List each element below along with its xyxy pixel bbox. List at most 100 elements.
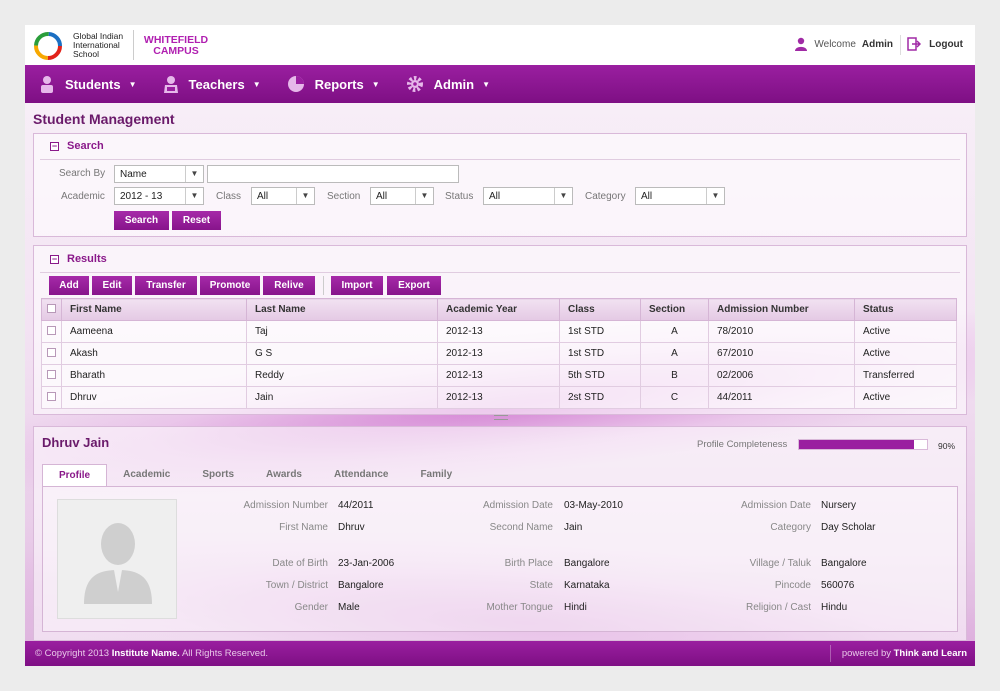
vendor-link[interactable]: Think and Learn xyxy=(893,648,967,659)
class-select[interactable]: All ▼ xyxy=(251,187,315,205)
cell-class: 1st STD xyxy=(559,320,641,343)
tab-family[interactable]: Family xyxy=(420,469,453,480)
app-frame: Global Indian International School WHITE… xyxy=(25,25,975,666)
row-checkbox[interactable] xyxy=(47,325,56,335)
search-by-label: Search By xyxy=(59,168,106,179)
nav-teachers[interactable]: Teachers ▼ xyxy=(163,75,261,93)
column-header[interactable]: Status xyxy=(854,298,957,321)
tab-academic[interactable]: Academic xyxy=(123,469,171,480)
tab-profile[interactable]: Profile xyxy=(42,464,108,486)
academic-select[interactable]: 2012 - 13 ▼ xyxy=(114,187,204,205)
field-label: Gender xyxy=(294,602,328,613)
powered-by-label: powered by xyxy=(841,648,891,659)
transfer-button[interactable]: Transfer xyxy=(135,276,197,295)
column-header[interactable]: Section xyxy=(640,298,709,321)
section-select[interactable]: All ▼ xyxy=(370,187,434,205)
institute-name: Institute Name. xyxy=(111,648,180,659)
cell-first-name: Dhruv xyxy=(61,386,247,409)
chevron-down-icon: ▼ xyxy=(252,79,261,89)
column-header[interactable]: Admission Number xyxy=(708,298,855,321)
cell-first-name: Bharath xyxy=(61,364,247,387)
add-button[interactable]: Add xyxy=(49,276,89,295)
search-panel-header[interactable]: − Search xyxy=(50,140,104,152)
logout-icon xyxy=(907,37,922,51)
row-select-cell[interactable] xyxy=(41,320,62,343)
reset-button[interactable]: Reset xyxy=(172,211,221,230)
select-all-checkbox[interactable] xyxy=(47,303,56,313)
row-checkbox[interactable] xyxy=(47,369,56,379)
field-value: Day Scholar xyxy=(821,522,876,533)
completeness-value: 90% xyxy=(938,441,956,451)
logout-button[interactable]: Logout xyxy=(907,37,963,51)
cell-admission-number: 67/2010 xyxy=(708,342,855,365)
field-value: Dhruv xyxy=(338,522,365,533)
profile-tabs: Profile Academic Sports Awards Attendanc… xyxy=(42,464,468,486)
table-row[interactable]: Aameena Taj 2012-13 1st STD A 78/2010 Ac… xyxy=(41,320,957,343)
field-label: Admission Date xyxy=(482,500,553,511)
tab-awards[interactable]: Awards xyxy=(266,469,302,480)
field-value: Bangalore xyxy=(338,580,384,591)
divider xyxy=(40,159,960,160)
pie-chart-icon xyxy=(287,76,304,92)
logout-label: Logout xyxy=(929,38,963,50)
results-panel-header[interactable]: − Results xyxy=(50,253,107,265)
tab-sports[interactable]: Sports xyxy=(202,469,235,480)
table-row[interactable]: Dhruv Jain 2012-13 2st STD C 44/2011 Act… xyxy=(41,386,957,409)
column-header[interactable]: Academic Year xyxy=(437,298,560,321)
field-value: Bangalore xyxy=(564,558,610,569)
field-label: Birth Place xyxy=(504,558,553,569)
class-label: Class xyxy=(216,191,242,202)
nav-label: Admin xyxy=(433,76,475,92)
select-all-cell[interactable] xyxy=(41,298,62,321)
category-select[interactable]: All ▼ xyxy=(635,187,725,205)
search-by-value: Name xyxy=(120,169,147,180)
row-checkbox[interactable] xyxy=(47,391,56,401)
nav-label: Students xyxy=(65,76,121,92)
nav-reports[interactable]: Reports ▼ xyxy=(287,75,380,93)
search-button[interactable]: Search xyxy=(114,211,169,230)
cell-section: B xyxy=(640,364,709,387)
search-by-select[interactable]: Name ▼ xyxy=(114,165,204,183)
cell-last-name: Taj xyxy=(246,320,438,343)
profile-content: Admission Number 44/2011 Admission Date … xyxy=(42,486,958,632)
cell-admission-number: 44/2011 xyxy=(708,386,855,409)
cell-class: 5th STD xyxy=(559,364,641,387)
gear-icon xyxy=(406,76,423,92)
field-value: 44/2011 xyxy=(338,500,374,511)
table-row[interactable]: Akash G S 2012-13 1st STD A 67/2010 Acti… xyxy=(41,342,957,365)
row-select-cell[interactable] xyxy=(41,364,62,387)
nav-admin[interactable]: Admin ▼ xyxy=(406,75,490,93)
field-label: Date of Birth xyxy=(272,558,328,569)
column-header[interactable]: Class xyxy=(559,298,641,321)
field-value: Bangalore xyxy=(821,558,867,569)
promote-button[interactable]: Promote xyxy=(200,276,260,295)
status-select[interactable]: All ▼ xyxy=(483,187,573,205)
main-nav: Students ▼ Teachers ▼ Reports ▼ Admin ▼ xyxy=(25,65,975,103)
resize-handle[interactable] xyxy=(494,415,508,420)
column-header[interactable]: First Name xyxy=(61,298,247,321)
cell-academic-year: 2012-13 xyxy=(437,342,560,365)
row-select-cell[interactable] xyxy=(41,386,62,409)
cell-first-name: Aameena xyxy=(61,320,247,343)
export-button[interactable]: Export xyxy=(387,276,441,295)
welcome-label: Welcome xyxy=(814,38,856,50)
edit-button[interactable]: Edit xyxy=(92,276,132,295)
import-button[interactable]: Import xyxy=(331,276,383,295)
nav-students[interactable]: Students ▼ xyxy=(39,75,137,93)
copyright-label: © Copyright 2013 xyxy=(35,648,110,659)
results-table: First Name Last Name Academic Year Class… xyxy=(41,298,957,409)
section-label: Section xyxy=(327,191,361,202)
cell-status: Active xyxy=(854,386,957,409)
table-row[interactable]: Bharath Reddy 2012-13 5th STD B 02/2006 … xyxy=(41,364,957,387)
dropdown-arrow-icon: ▼ xyxy=(554,188,572,204)
chevron-down-icon: ▼ xyxy=(482,79,491,89)
column-header[interactable]: Last Name xyxy=(246,298,438,321)
tab-attendance[interactable]: Attendance xyxy=(334,469,389,480)
school-logo xyxy=(34,32,62,60)
search-input[interactable] xyxy=(207,165,459,183)
row-select-cell[interactable] xyxy=(41,342,62,365)
relive-button[interactable]: Relive xyxy=(263,276,315,295)
academic-label: Academic xyxy=(61,191,105,202)
copyright-text: © Copyright 2013 Institute Name. All Rig… xyxy=(35,648,268,659)
row-checkbox[interactable] xyxy=(47,347,56,357)
